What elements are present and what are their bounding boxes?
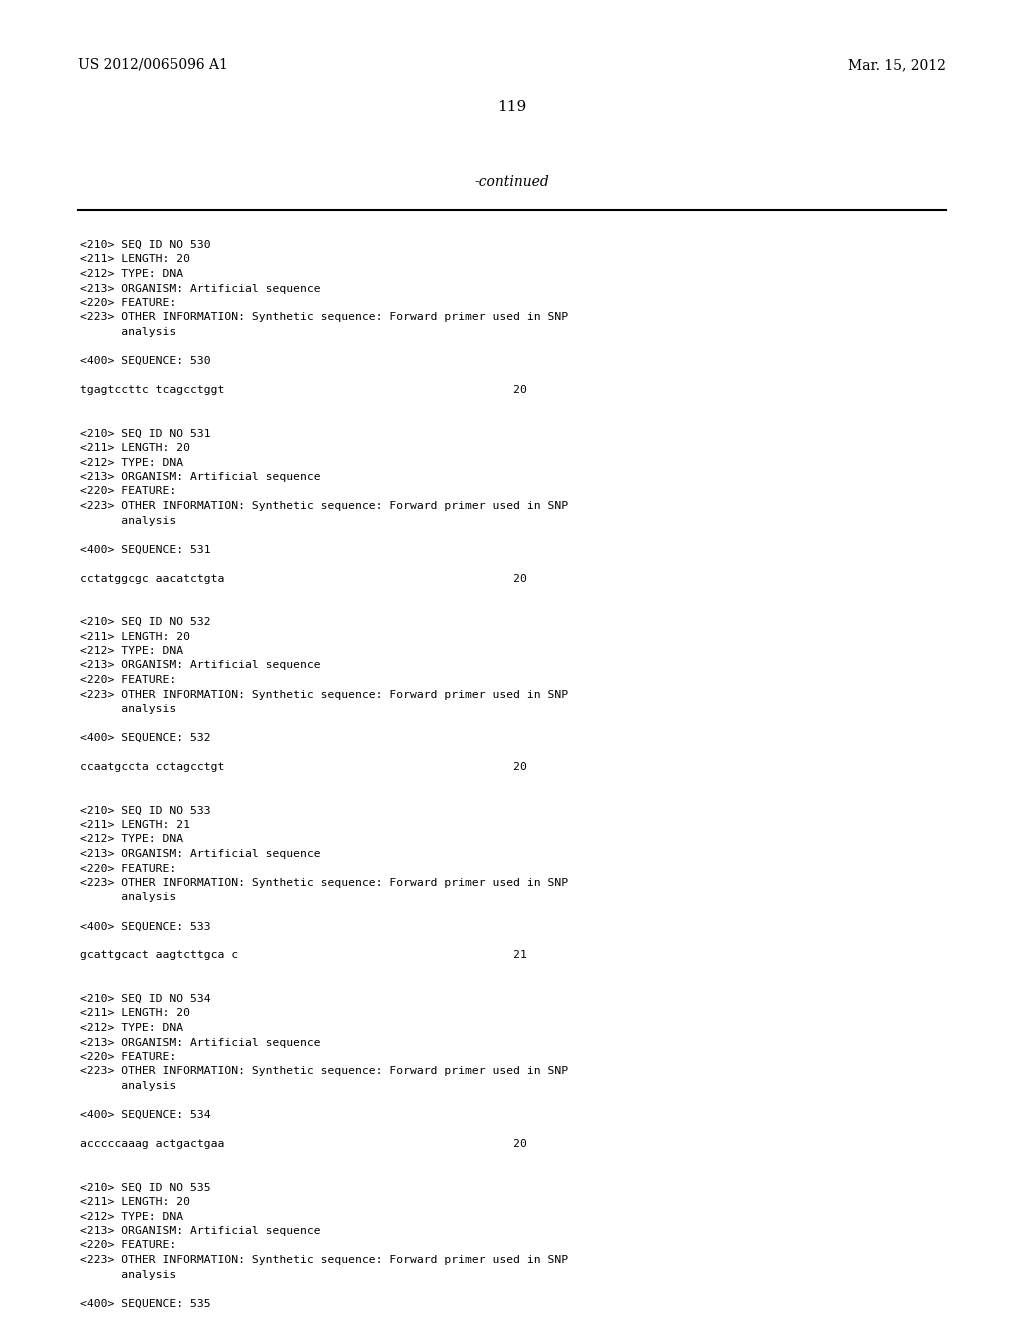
Text: <400> SEQUENCE: 531: <400> SEQUENCE: 531: [80, 544, 211, 554]
Text: <220> FEATURE:: <220> FEATURE:: [80, 1052, 176, 1063]
Text: <220> FEATURE:: <220> FEATURE:: [80, 298, 176, 308]
Text: 119: 119: [498, 100, 526, 114]
Text: <211> LENGTH: 20: <211> LENGTH: 20: [80, 631, 190, 642]
Text: <211> LENGTH: 20: <211> LENGTH: 20: [80, 255, 190, 264]
Text: US 2012/0065096 A1: US 2012/0065096 A1: [78, 58, 228, 73]
Text: <211> LENGTH: 21: <211> LENGTH: 21: [80, 820, 190, 830]
Text: acccccaaag actgactgaa                                          20: acccccaaag actgactgaa 20: [80, 1139, 527, 1148]
Text: <212> TYPE: DNA: <212> TYPE: DNA: [80, 1212, 183, 1221]
Text: analysis: analysis: [80, 892, 176, 903]
Text: <212> TYPE: DNA: <212> TYPE: DNA: [80, 645, 183, 656]
Text: <223> OTHER INFORMATION: Synthetic sequence: Forward primer used in SNP: <223> OTHER INFORMATION: Synthetic seque…: [80, 1255, 568, 1265]
Text: ccaatgccta cctagcctgt                                          20: ccaatgccta cctagcctgt 20: [80, 762, 527, 772]
Text: analysis: analysis: [80, 327, 176, 337]
Text: <213> ORGANISM: Artificial sequence: <213> ORGANISM: Artificial sequence: [80, 660, 321, 671]
Text: <223> OTHER INFORMATION: Synthetic sequence: Forward primer used in SNP: <223> OTHER INFORMATION: Synthetic seque…: [80, 1067, 568, 1077]
Text: <211> LENGTH: 20: <211> LENGTH: 20: [80, 1197, 190, 1206]
Text: <210> SEQ ID NO 532: <210> SEQ ID NO 532: [80, 616, 211, 627]
Text: <220> FEATURE:: <220> FEATURE:: [80, 1241, 176, 1250]
Text: <223> OTHER INFORMATION: Synthetic sequence: Forward primer used in SNP: <223> OTHER INFORMATION: Synthetic seque…: [80, 502, 568, 511]
Text: <400> SEQUENCE: 533: <400> SEQUENCE: 533: [80, 921, 211, 932]
Text: <210> SEQ ID NO 530: <210> SEQ ID NO 530: [80, 240, 211, 249]
Text: -continued: -continued: [475, 176, 549, 189]
Text: analysis: analysis: [80, 1081, 176, 1092]
Text: <213> ORGANISM: Artificial sequence: <213> ORGANISM: Artificial sequence: [80, 473, 321, 482]
Text: analysis: analysis: [80, 516, 176, 525]
Text: <212> TYPE: DNA: <212> TYPE: DNA: [80, 1023, 183, 1034]
Text: <400> SEQUENCE: 535: <400> SEQUENCE: 535: [80, 1299, 211, 1308]
Text: cctatggcgc aacatctgta                                          20: cctatggcgc aacatctgta 20: [80, 573, 527, 583]
Text: Mar. 15, 2012: Mar. 15, 2012: [848, 58, 946, 73]
Text: <220> FEATURE:: <220> FEATURE:: [80, 487, 176, 496]
Text: <223> OTHER INFORMATION: Synthetic sequence: Forward primer used in SNP: <223> OTHER INFORMATION: Synthetic seque…: [80, 313, 568, 322]
Text: <400> SEQUENCE: 532: <400> SEQUENCE: 532: [80, 733, 211, 743]
Text: <210> SEQ ID NO 535: <210> SEQ ID NO 535: [80, 1183, 211, 1192]
Text: <213> ORGANISM: Artificial sequence: <213> ORGANISM: Artificial sequence: [80, 1038, 321, 1048]
Text: analysis: analysis: [80, 704, 176, 714]
Text: <212> TYPE: DNA: <212> TYPE: DNA: [80, 834, 183, 845]
Text: tgagtccttc tcagcctggt                                          20: tgagtccttc tcagcctggt 20: [80, 385, 527, 395]
Text: <210> SEQ ID NO 531: <210> SEQ ID NO 531: [80, 429, 211, 438]
Text: <212> TYPE: DNA: <212> TYPE: DNA: [80, 269, 183, 279]
Text: <213> ORGANISM: Artificial sequence: <213> ORGANISM: Artificial sequence: [80, 849, 321, 859]
Text: <210> SEQ ID NO 534: <210> SEQ ID NO 534: [80, 994, 211, 1005]
Text: <213> ORGANISM: Artificial sequence: <213> ORGANISM: Artificial sequence: [80, 284, 321, 293]
Text: analysis: analysis: [80, 1270, 176, 1279]
Text: gcattgcact aagtcttgca c                                        21: gcattgcact aagtcttgca c 21: [80, 950, 527, 961]
Text: <211> LENGTH: 20: <211> LENGTH: 20: [80, 1008, 190, 1019]
Text: <212> TYPE: DNA: <212> TYPE: DNA: [80, 458, 183, 467]
Text: <223> OTHER INFORMATION: Synthetic sequence: Forward primer used in SNP: <223> OTHER INFORMATION: Synthetic seque…: [80, 878, 568, 888]
Text: <210> SEQ ID NO 533: <210> SEQ ID NO 533: [80, 805, 211, 816]
Text: <400> SEQUENCE: 534: <400> SEQUENCE: 534: [80, 1110, 211, 1119]
Text: <213> ORGANISM: Artificial sequence: <213> ORGANISM: Artificial sequence: [80, 1226, 321, 1236]
Text: <223> OTHER INFORMATION: Synthetic sequence: Forward primer used in SNP: <223> OTHER INFORMATION: Synthetic seque…: [80, 689, 568, 700]
Text: <211> LENGTH: 20: <211> LENGTH: 20: [80, 444, 190, 453]
Text: <400> SEQUENCE: 530: <400> SEQUENCE: 530: [80, 356, 211, 366]
Text: <220> FEATURE:: <220> FEATURE:: [80, 863, 176, 874]
Text: <220> FEATURE:: <220> FEATURE:: [80, 675, 176, 685]
